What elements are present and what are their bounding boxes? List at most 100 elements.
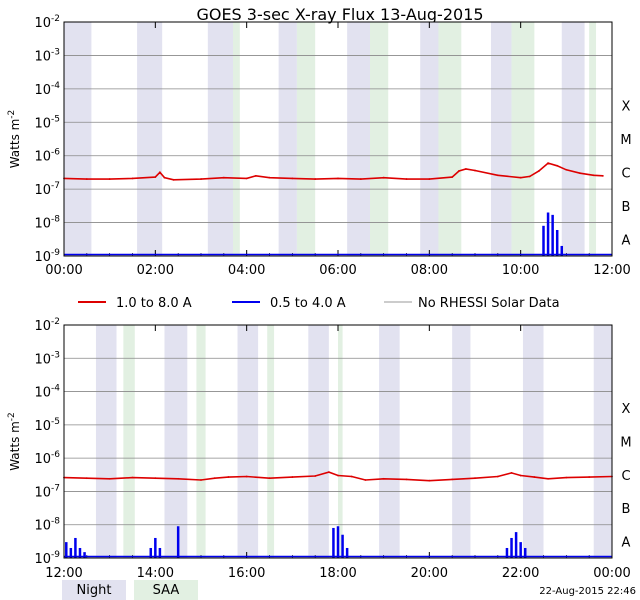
x-tick-label: 12:00 — [593, 263, 630, 278]
saa-band — [511, 22, 535, 256]
data-point-long — [291, 177, 294, 180]
night-band — [278, 22, 297, 256]
y-tick-label: 10-8 — [34, 215, 60, 232]
y-tick-label: 10-4 — [34, 384, 60, 401]
x-tick-label: 04:00 — [228, 263, 265, 278]
data-point-long — [458, 170, 460, 172]
data-point-long — [579, 172, 581, 175]
y-tick-label: 10-4 — [34, 81, 60, 98]
data-point-long — [154, 176, 157, 178]
x-tick-label: 14:00 — [137, 566, 174, 581]
bottom-legend: Night SAA — [62, 580, 198, 600]
night-band — [164, 325, 188, 558]
class-label: C — [621, 469, 630, 484]
data-point-long — [364, 479, 367, 481]
data-point-long — [565, 476, 568, 479]
night-band — [452, 325, 471, 558]
data-point-long — [108, 178, 111, 180]
plot-frame — [63, 21, 613, 257]
y-tick-label: 10-2 — [34, 14, 60, 31]
data-point-long — [547, 477, 549, 480]
data-point-long — [451, 478, 454, 481]
night-band — [137, 22, 163, 256]
data-point-long — [245, 177, 248, 180]
data-point-long — [601, 174, 604, 177]
saa-swatch — [134, 580, 198, 600]
night-band — [64, 22, 92, 256]
x-tick-label: 16:00 — [228, 566, 265, 581]
x-tick-label: 06:00 — [319, 263, 356, 278]
class-label: A — [622, 535, 631, 550]
y-tick-label: 10-3 — [34, 350, 60, 367]
night-band — [347, 22, 370, 256]
x-tick-label: 12:00 — [45, 566, 82, 581]
data-point-long — [85, 178, 88, 180]
legend: 1.0 to 8.0 A 0.5 to 4.0 A No RHESSI Sola… — [78, 296, 560, 311]
class-label: M — [620, 436, 631, 451]
data-point-long — [85, 477, 88, 480]
night-band — [308, 325, 329, 558]
plot-frame — [63, 324, 613, 559]
data-point-long — [496, 475, 499, 478]
class-label: X — [622, 402, 631, 417]
data-point-long — [314, 475, 317, 477]
data-point-long — [327, 471, 330, 474]
x-tick-label: 00:00 — [45, 263, 82, 278]
y-tick-label: 10-5 — [34, 114, 60, 131]
data-point-long — [588, 476, 591, 478]
saa-band — [296, 22, 316, 256]
panel-bottom: 10-9 10-8 10-7 10-6 10-5 10-4 10-3 10-2 A B C M X Wat… — [7, 317, 632, 581]
night-swatch — [62, 580, 126, 600]
data-point-long — [350, 475, 353, 478]
data-point-long — [131, 476, 134, 479]
series-line-long — [63, 162, 603, 181]
data-point-long — [556, 164, 559, 167]
y-tick-label: 10-2 — [34, 317, 60, 334]
data-point-long — [496, 174, 499, 177]
data-point-long — [172, 178, 175, 181]
y-tick-label: 10-9 — [34, 248, 60, 265]
data-point-long — [464, 168, 467, 170]
chart-title: GOES 3-sec X-ray Flux 13-Aug-2015 — [196, 5, 483, 24]
data-point-long — [451, 176, 454, 178]
data-point-long — [268, 176, 271, 179]
saa-label: SAA — [153, 583, 180, 598]
night-label: Night — [77, 583, 112, 598]
data-point-long — [108, 477, 111, 480]
data-point-long — [547, 162, 549, 165]
data-point-long — [538, 170, 540, 172]
class-label: C — [621, 166, 630, 181]
data-point-long — [428, 178, 431, 180]
y-axis-label: Watts m-2 — [7, 412, 22, 471]
panel-top: 10-9 10-8 10-7 10-6 10-5 10-4 10-3 10-2 A B C M X Wat… — [7, 14, 632, 278]
data-point-long — [510, 472, 513, 474]
data-point-long — [291, 476, 294, 478]
data-point-long — [254, 174, 257, 177]
x-tick-label: 02:00 — [137, 263, 174, 278]
data-point-long — [592, 174, 595, 177]
y-tick-label: 10-6 — [34, 148, 60, 165]
y-tick-label: 10-7 — [34, 181, 60, 198]
night-band — [522, 325, 544, 558]
data-point-long — [565, 168, 568, 171]
data-point-long — [474, 169, 476, 172]
data-point-long — [519, 474, 522, 477]
x-tick-label: 10:00 — [502, 263, 539, 278]
data-point-long — [131, 177, 134, 180]
data-point-long — [163, 176, 166, 179]
series-line-long — [63, 471, 613, 482]
y-tick-label: 10-8 — [34, 517, 60, 534]
legend-long-label: 1.0 to 8.0 A — [116, 296, 192, 311]
legend-nodata-label: No RHESSI Solar Data — [418, 296, 560, 311]
class-label: A — [622, 233, 631, 248]
y-tick-label: 10-3 — [34, 47, 60, 64]
class-label: X — [622, 100, 631, 115]
data-point-long — [268, 477, 271, 480]
data-point-long — [245, 475, 248, 478]
data-point-long — [528, 175, 531, 178]
data-point-long — [359, 178, 362, 180]
data-point-long — [337, 474, 339, 477]
night-band — [95, 325, 117, 558]
x-tick-label: 00:00 — [593, 566, 630, 581]
